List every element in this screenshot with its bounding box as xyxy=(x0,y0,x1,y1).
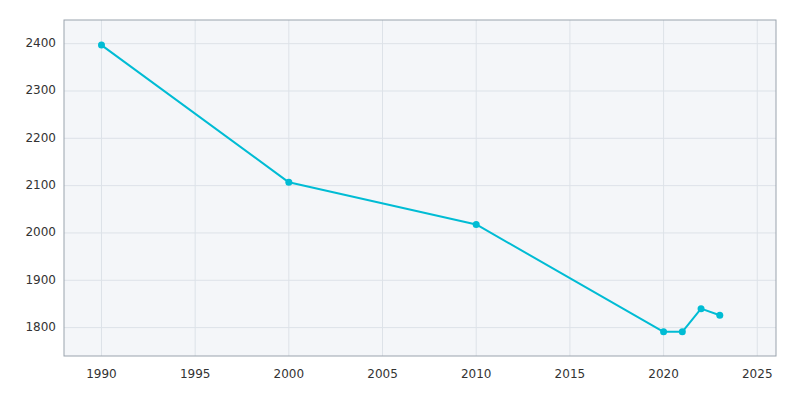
data-point xyxy=(285,179,292,186)
data-group xyxy=(98,42,723,336)
data-point xyxy=(473,221,480,228)
grid-line-x xyxy=(757,20,758,356)
data-point xyxy=(98,42,105,49)
grid-line-x xyxy=(569,20,570,356)
data-point xyxy=(716,312,723,319)
x-tick-label: 2005 xyxy=(367,367,398,381)
y-tick-label: 2200 xyxy=(25,131,56,145)
grid-line-y xyxy=(64,280,776,281)
y-tick-label: 2100 xyxy=(25,178,56,192)
grid-line-x xyxy=(288,20,289,356)
data-line xyxy=(101,45,719,332)
grid-line-y xyxy=(64,90,776,91)
x-tick-label: 2020 xyxy=(648,367,679,381)
data-point xyxy=(679,328,686,335)
y-tick-label: 2000 xyxy=(25,225,56,239)
tick-labels: 1990 1995 2000 2005 2010 2015 2020 2025 1800 1900… xyxy=(25,36,772,381)
plot-area xyxy=(64,20,776,356)
x-tick-label: 1995 xyxy=(180,367,211,381)
chart-container: 1990 1995 2000 2005 2010 2015 2020 2025 1800 1900… xyxy=(0,0,800,400)
grid-line-x xyxy=(195,20,196,356)
grid-line-x xyxy=(476,20,477,356)
chart-svg: 1990 1995 2000 2005 2010 2015 2020 2025 1800 1900… xyxy=(0,0,800,400)
x-tick-label: 2010 xyxy=(461,367,492,381)
grid-line-x xyxy=(382,20,383,356)
grid-line-y xyxy=(64,327,776,328)
grid-line-x xyxy=(663,20,664,356)
data-point xyxy=(660,328,667,335)
grid xyxy=(64,20,776,356)
grid-line-y xyxy=(64,138,776,139)
y-tick-label: 1800 xyxy=(25,320,56,334)
x-tick-label: 2015 xyxy=(555,367,586,381)
grid-line-x xyxy=(101,20,102,356)
grid-line-y xyxy=(64,43,776,44)
x-tick-label: 2025 xyxy=(742,367,773,381)
grid-line-y xyxy=(64,232,776,233)
y-tick-label: 2300 xyxy=(25,83,56,97)
x-tick-label: 2000 xyxy=(274,367,305,381)
y-tick-label: 2400 xyxy=(25,36,56,50)
grid-line-y xyxy=(64,185,776,186)
x-tick-label: 1990 xyxy=(86,367,117,381)
plot-frame xyxy=(64,20,776,356)
y-tick-label: 1900 xyxy=(25,273,56,287)
data-point xyxy=(698,305,705,312)
